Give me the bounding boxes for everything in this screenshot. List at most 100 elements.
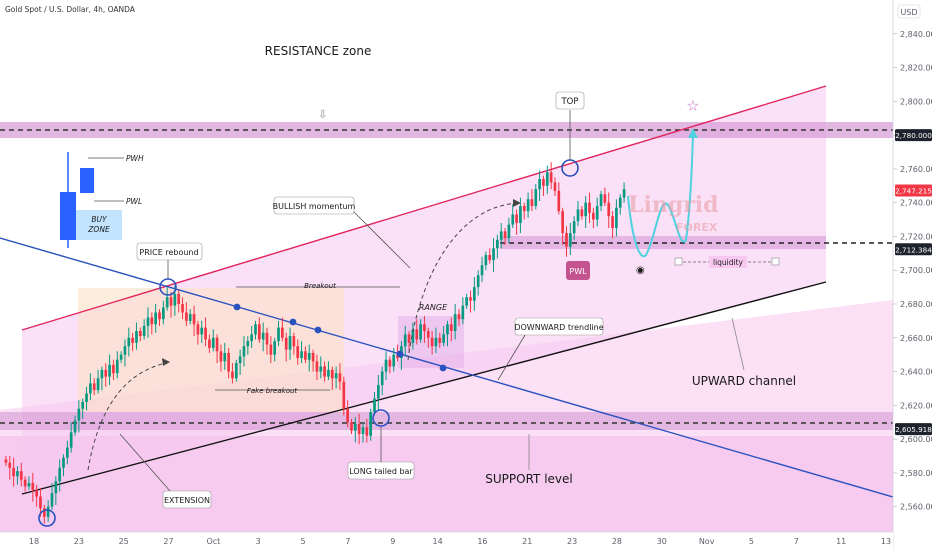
candle-body[interactable] (607, 202, 611, 217)
candle-body[interactable] (522, 206, 526, 212)
candle-body[interactable] (319, 366, 323, 372)
candle-body[interactable] (472, 287, 476, 301)
channel-lower-line[interactable] (21, 281, 827, 495)
candle-body[interactable] (92, 383, 96, 391)
candle-body[interactable] (380, 371, 384, 386)
candle-body[interactable] (138, 331, 142, 337)
candle-body[interactable] (123, 346, 127, 355)
candle-body[interactable] (369, 412, 373, 436)
candle-body[interactable] (200, 327, 204, 335)
candle-body[interactable] (603, 194, 607, 203)
candle-body[interactable] (173, 293, 177, 306)
candle-body[interactable] (488, 255, 492, 261)
candle-body[interactable] (515, 214, 518, 223)
candle-body[interactable] (492, 248, 495, 261)
candle-body[interactable] (192, 314, 196, 325)
candle-body[interactable] (588, 202, 591, 213)
candle-body[interactable] (246, 341, 250, 347)
candle-body[interactable] (330, 369, 334, 379)
candle-body[interactable] (538, 179, 541, 190)
candle-body[interactable] (342, 381, 346, 409)
candle-body[interactable] (58, 467, 62, 482)
candle-body[interactable] (257, 324, 261, 340)
candle-body[interactable] (503, 231, 507, 239)
candle-body[interactable] (169, 297, 173, 306)
candle-body[interactable] (430, 337, 434, 347)
candle-body[interactable] (377, 385, 380, 399)
candle-body[interactable] (419, 324, 422, 340)
candle-body[interactable] (484, 255, 488, 266)
candle-body[interactable] (572, 221, 576, 234)
downward-trendline[interactable] (0, 237, 894, 498)
candle-body[interactable] (146, 317, 150, 326)
candle-body[interactable] (411, 329, 415, 343)
candle-body[interactable] (196, 324, 200, 335)
candle-body[interactable] (568, 233, 572, 247)
candle-body[interactable] (81, 401, 85, 409)
candle-body[interactable] (115, 359, 119, 374)
candle-body[interactable] (185, 312, 188, 321)
candle-body[interactable] (530, 199, 534, 207)
candle-body[interactable] (446, 324, 449, 335)
candle-body[interactable] (35, 489, 38, 497)
candle-body[interactable] (346, 408, 349, 423)
candle-body[interactable] (8, 462, 12, 468)
candle-body[interactable] (519, 206, 522, 223)
candle-body[interactable] (449, 324, 453, 332)
candle-body[interactable] (85, 393, 88, 402)
candle-body[interactable] (177, 293, 181, 304)
candle-body[interactable] (242, 346, 246, 357)
candle-body[interactable] (219, 351, 223, 362)
candle-body[interactable] (403, 334, 407, 347)
candle-body[interactable] (615, 207, 618, 228)
candle-body[interactable] (476, 275, 480, 288)
candle-body[interactable] (457, 314, 461, 320)
candle-body[interactable] (96, 378, 100, 391)
candle-body[interactable] (158, 312, 161, 320)
candle-body[interactable] (315, 361, 319, 372)
candle-body[interactable] (300, 351, 303, 359)
candle-body[interactable] (73, 420, 77, 433)
candle-body[interactable] (23, 479, 27, 487)
candle-body[interactable] (277, 327, 280, 342)
channel-upper-line[interactable] (21, 85, 827, 331)
candle-body[interactable] (100, 369, 104, 379)
candle-body[interactable] (250, 334, 253, 342)
candle-body[interactable] (104, 369, 108, 377)
candle-body[interactable] (108, 364, 111, 377)
candle-body[interactable] (499, 231, 503, 240)
candle-body[interactable] (442, 334, 445, 343)
candle-body[interactable] (557, 190, 561, 212)
candle-body[interactable] (357, 423, 361, 435)
candle-body[interactable] (284, 337, 288, 350)
candle-body[interactable] (39, 496, 42, 509)
candle-body[interactable] (238, 356, 242, 364)
candle-body[interactable] (54, 481, 58, 494)
candle-body[interactable] (292, 336, 296, 347)
candle-body[interactable] (561, 211, 564, 234)
candle-body[interactable] (618, 197, 622, 208)
candle-body[interactable] (288, 336, 292, 350)
candle-body[interactable] (350, 422, 353, 431)
candle-body[interactable] (407, 334, 411, 343)
candle-body[interactable] (62, 457, 65, 468)
candle-body[interactable] (388, 359, 392, 367)
candle-body[interactable] (12, 467, 15, 477)
candle-body[interactable] (622, 189, 626, 198)
candle-body[interactable] (599, 194, 603, 207)
support-level-label[interactable]: SUPPORT level (485, 472, 572, 486)
candle-body[interactable] (131, 337, 134, 343)
candle-body[interactable] (50, 493, 54, 507)
candle-body[interactable] (611, 216, 614, 228)
candle-body[interactable] (119, 354, 123, 360)
candle-body[interactable] (576, 209, 580, 222)
candle-body[interactable] (469, 297, 472, 301)
candle-body[interactable] (142, 325, 146, 337)
candle-body[interactable] (511, 214, 515, 225)
candle-body[interactable] (234, 363, 238, 379)
candle-body[interactable] (334, 373, 338, 379)
candle-body[interactable] (592, 212, 595, 220)
candle-body[interactable] (580, 209, 584, 217)
candle-body[interactable] (181, 304, 184, 313)
candle-body[interactable] (273, 341, 277, 355)
